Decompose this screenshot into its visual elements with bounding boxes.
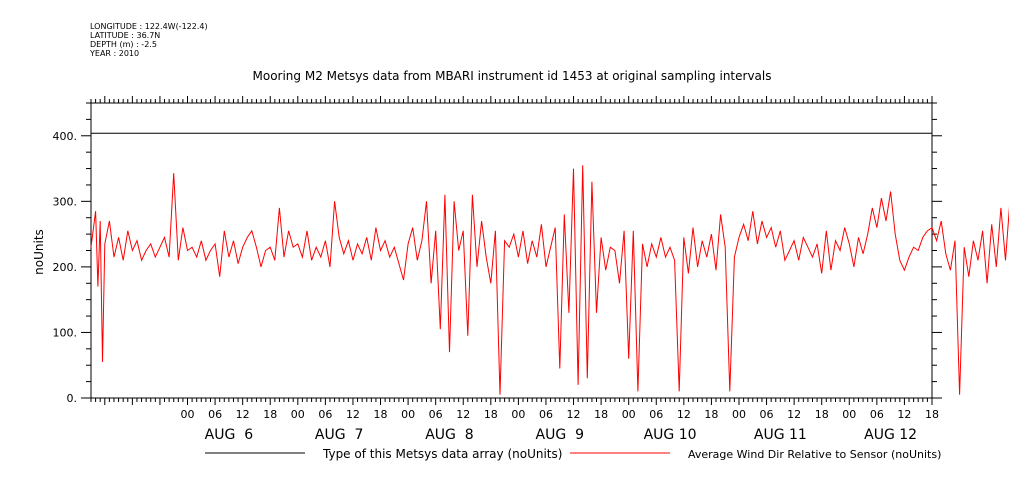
- x-tick-label: 12: [567, 408, 581, 421]
- y-tick-label: 400.: [53, 130, 78, 143]
- day-label: AUG 6: [205, 427, 254, 443]
- x-tick-label: 18: [704, 408, 718, 421]
- x-tick-label: 12: [787, 408, 801, 421]
- x-tick-label: 06: [760, 408, 774, 421]
- metadata-block: LONGITUDE : 122.4W(-122.4) LATITUDE : 36…: [90, 22, 208, 58]
- x-tick-label: 00: [732, 408, 746, 421]
- y-tick-labels: 0. 100. 200. 300. 400.: [53, 130, 78, 405]
- day-label: AUG 7: [315, 427, 363, 443]
- y-axis-label: noUnits: [32, 229, 46, 275]
- x-tick-label: 18: [594, 408, 608, 421]
- x-tick-label: 00: [842, 408, 856, 421]
- x-tick-labels: 00 06 12 18 00 06 12 18 00 06 12 18 00 06 12 18 00 06 12 18…: [181, 408, 939, 421]
- x-tick-label: 12: [897, 408, 911, 421]
- x-tick-label: 00: [291, 408, 305, 421]
- x-tick-label: 18: [484, 408, 498, 421]
- x-tick-label: 12: [456, 408, 470, 421]
- y-tick-label: 300.: [53, 195, 78, 208]
- series-wind-dir-line: [90, 165, 1009, 395]
- chart-title: Mooring M2 Metsys data from MBARI instru…: [253, 69, 772, 83]
- legend-label-type: Type of this Metsys data array (noUnits): [322, 447, 562, 461]
- axis-ticks: [81, 96, 942, 405]
- plot-frame: [90, 102, 933, 399]
- longitude-label: LONGITUDE : 122.4W(-122.4): [90, 22, 208, 31]
- x-tick-label: 06: [539, 408, 553, 421]
- depth-label: DEPTH (m) : -2.5: [90, 40, 157, 49]
- x-tick-label: 18: [925, 408, 939, 421]
- legend-label-wind: Average Wind Dir Relative to Sensor (noU…: [688, 448, 941, 461]
- x-tick-label: 06: [208, 408, 222, 421]
- x-tick-label: 00: [622, 408, 636, 421]
- x-tick-label: 12: [346, 408, 360, 421]
- y-tick-label: 200.: [53, 261, 78, 274]
- y-tick-label: 100.: [53, 326, 78, 339]
- x-tick-label: 18: [815, 408, 829, 421]
- x-tick-label: 12: [677, 408, 691, 421]
- x-tick-label: 00: [511, 408, 525, 421]
- y-tick-label: 0.: [67, 392, 78, 405]
- x-tick-label: 18: [263, 408, 277, 421]
- latitude-label: LATITUDE : 36.7N: [90, 31, 161, 40]
- x-tick-label: 00: [401, 408, 415, 421]
- x-tick-label: 06: [870, 408, 884, 421]
- legend: Type of this Metsys data array (noUnits)…: [205, 447, 941, 461]
- series-layer: [90, 132, 1009, 395]
- x-tick-label: 06: [429, 408, 443, 421]
- day-label: AUG 8: [425, 427, 473, 443]
- x-tick-label: 00: [181, 408, 195, 421]
- year-label: YEAR : 2010: [90, 49, 140, 58]
- day-label: AUG 12: [864, 427, 917, 443]
- day-label: AUG 11: [754, 427, 807, 443]
- x-tick-label: 18: [374, 408, 388, 421]
- day-label: AUG 9: [536, 427, 584, 443]
- day-labels: AUG 6 AUG 7 AUG 8 AUG 9 AUG 10 AUG 11 AUG 12: [205, 427, 917, 443]
- x-tick-label: 06: [649, 408, 663, 421]
- x-tick-label: 12: [236, 408, 250, 421]
- x-tick-label: 06: [318, 408, 332, 421]
- day-label: AUG 10: [644, 427, 697, 443]
